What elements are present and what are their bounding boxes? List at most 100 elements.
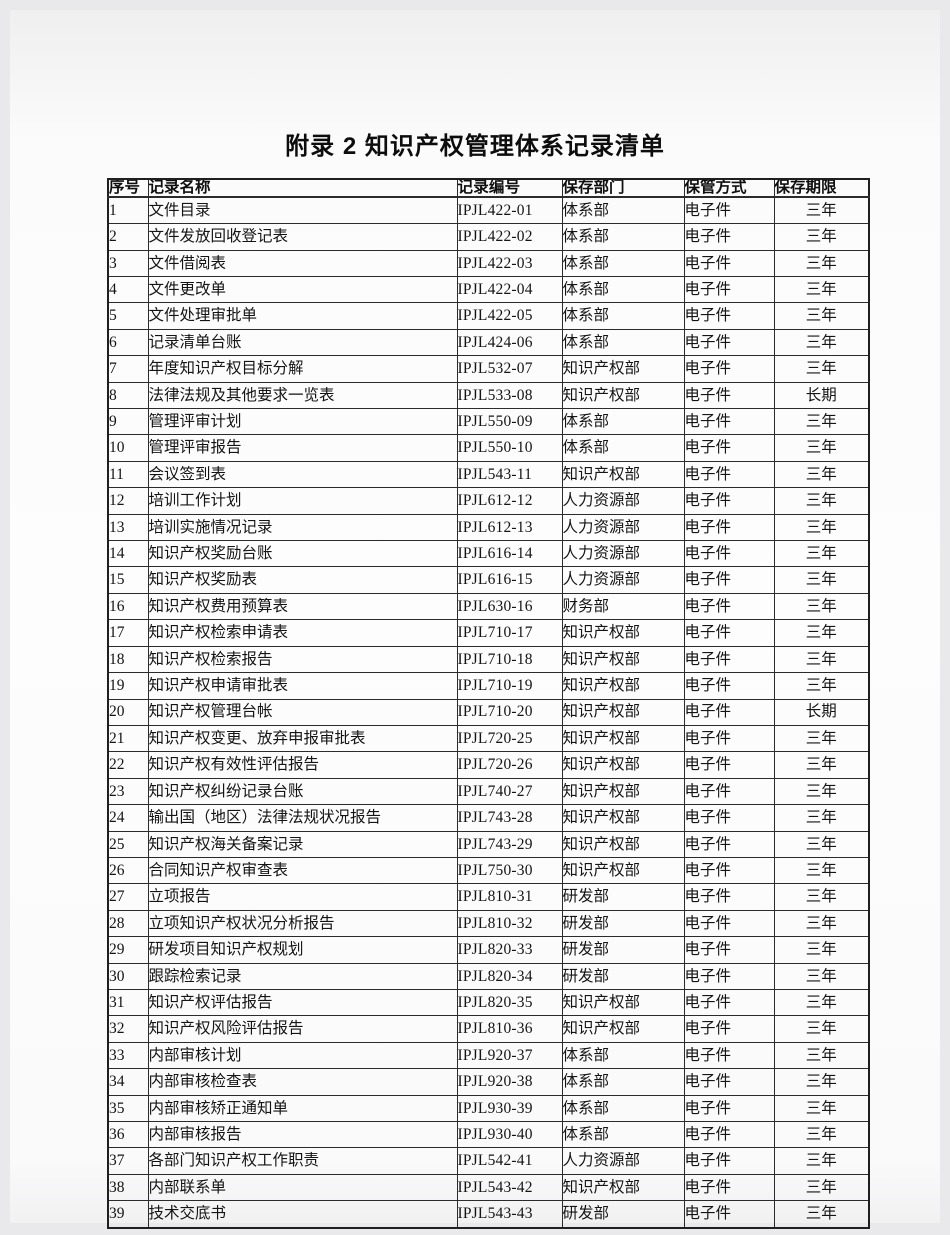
table-header: 序号 记录名称 记录编号 保存部门 保管方式 保存期限 [107, 178, 870, 198]
cell-record-name: 内部审核计划 [147, 1041, 458, 1070]
cell-serial-number: 6 [107, 328, 149, 357]
cell-record-name: 文件发放回收登记表 [147, 223, 458, 251]
cell-serial-number: 32 [107, 1015, 149, 1043]
cell-record-code: IPJL810-32 [456, 909, 563, 938]
cell-keeping-dept: 人力资源部 [561, 1147, 685, 1175]
table-row: 3 文件借阅表 IPJL422-03 体系部 电子件 三年 [107, 249, 870, 278]
cell-serial-number: 20 [107, 698, 149, 726]
cell-record-code: IPJL550-09 [456, 408, 563, 436]
cell-storage-method: 电子件 [683, 962, 775, 990]
cell-record-name: 年度知识产权目标分解 [147, 355, 458, 383]
cell-keeping-dept: 体系部 [561, 249, 685, 278]
table-row: 36 内部审核报告 IPJL930-40 体系部 电子件 三年 [107, 1121, 870, 1149]
cell-keeping-dept: 体系部 [561, 223, 685, 251]
cell-record-code: IPJL720-26 [456, 751, 563, 779]
cell-storage-method: 电子件 [683, 988, 775, 1017]
cell-keeping-dept: 人力资源部 [561, 566, 685, 594]
cell-record-code: IPJL930-39 [456, 1094, 563, 1123]
cell-retention-period: 三年 [773, 1200, 870, 1229]
table-row: 6 记录清单台账 IPJL424-06 体系部 电子件 三年 [107, 328, 870, 357]
cell-serial-number: 26 [107, 856, 149, 885]
cell-serial-number: 11 [107, 460, 149, 489]
cell-serial-number: 12 [107, 487, 149, 515]
cell-storage-method: 电子件 [683, 1068, 775, 1096]
cell-retention-period: 三年 [773, 883, 870, 911]
cell-storage-method: 电子件 [683, 328, 775, 357]
cell-retention-period: 三年 [773, 276, 870, 304]
cell-record-name: 文件更改单 [147, 276, 458, 304]
header-record-name: 记录名称 [147, 178, 458, 198]
cell-record-name: 知识产权检索报告 [147, 645, 458, 674]
cell-storage-method: 电子件 [683, 460, 775, 489]
table-row: 17 知识产权检索申请表 IPJL710-17 知识产权部 电子件 三年 [107, 619, 870, 647]
table-row: 16 知识产权费用预算表 IPJL630-16 财务部 电子件 三年 [107, 592, 870, 621]
cell-keeping-dept: 研发部 [561, 962, 685, 990]
cell-keeping-dept: 知识产权部 [561, 830, 685, 858]
cell-storage-method: 电子件 [683, 698, 775, 726]
cell-record-name: 合同知识产权审查表 [147, 856, 458, 885]
table-row: 25 知识产权海关备案记录 IPJL743-29 知识产权部 电子件 三年 [107, 830, 870, 858]
cell-record-name: 管理评审计划 [147, 408, 458, 436]
cell-keeping-dept: 知识产权部 [561, 804, 685, 832]
cell-keeping-dept: 体系部 [561, 408, 685, 436]
cell-storage-method: 电子件 [683, 672, 775, 700]
cell-record-code: IPJL616-15 [456, 566, 563, 594]
cell-keeping-dept: 知识产权部 [561, 856, 685, 885]
cell-record-code: IPJL820-35 [456, 988, 563, 1017]
table-row: 38 内部联系单 IPJL543-42 知识产权部 电子件 三年 [107, 1173, 870, 1202]
header-row: 序号 记录名称 记录编号 保存部门 保管方式 保存期限 [107, 178, 870, 198]
cell-serial-number: 30 [107, 962, 149, 990]
cell-keeping-dept: 知识产权部 [561, 698, 685, 726]
cell-retention-period: 三年 [773, 223, 870, 251]
cell-record-code: IPJL612-13 [456, 513, 563, 542]
cell-record-code: IPJL532-07 [456, 355, 563, 383]
table-row: 5 文件处理审批单 IPJL422-05 体系部 电子件 三年 [107, 302, 870, 330]
cell-record-name: 法律法规及其他要求一览表 [147, 381, 458, 410]
cell-serial-number: 31 [107, 988, 149, 1017]
cell-storage-method: 电子件 [683, 355, 775, 383]
cell-storage-method: 电子件 [683, 751, 775, 779]
cell-serial-number: 34 [107, 1068, 149, 1096]
table-row: 12 培训工作计划 IPJL612-12 人力资源部 电子件 三年 [107, 487, 870, 515]
cell-keeping-dept: 知识产权部 [561, 988, 685, 1017]
cell-storage-method: 电子件 [683, 883, 775, 911]
cell-record-code: IPJL743-29 [456, 830, 563, 858]
table-row: 19 知识产权申请审批表 IPJL710-19 知识产权部 电子件 三年 [107, 672, 870, 700]
cell-serial-number: 14 [107, 540, 149, 568]
table-row: 20 知识产权管理台帐 IPJL710-20 知识产权部 电子件 长期 [107, 698, 870, 726]
cell-serial-number: 4 [107, 276, 149, 304]
cell-record-code: IPJL543-42 [456, 1173, 563, 1202]
cell-retention-period: 三年 [773, 513, 870, 542]
cell-retention-period: 三年 [773, 566, 870, 594]
cell-record-name: 输出国（地区）法律法规状况报告 [147, 804, 458, 832]
cell-record-name: 知识产权变更、放弃申报审批表 [147, 724, 458, 753]
cell-serial-number: 27 [107, 883, 149, 911]
cell-storage-method: 电子件 [683, 1173, 775, 1202]
cell-record-code: IPJL820-33 [456, 936, 563, 964]
cell-record-name: 内部审核矫正通知单 [147, 1094, 458, 1123]
cell-storage-method: 电子件 [683, 381, 775, 410]
cell-serial-number: 17 [107, 619, 149, 647]
cell-record-name: 研发项目知识产权规划 [147, 936, 458, 964]
cell-record-code: IPJL543-43 [456, 1200, 563, 1229]
table-row: 9 管理评审计划 IPJL550-09 体系部 电子件 三年 [107, 408, 870, 436]
cell-keeping-dept: 知识产权部 [561, 1015, 685, 1043]
table-row: 29 研发项目知识产权规划 IPJL820-33 研发部 电子件 三年 [107, 936, 870, 964]
cell-record-code: IPJL616-14 [456, 540, 563, 568]
table-row: 28 立项知识产权状况分析报告 IPJL810-32 研发部 电子件 三年 [107, 909, 870, 938]
cell-record-code: IPJL543-11 [456, 460, 563, 489]
cell-record-name: 内部审核报告 [147, 1121, 458, 1149]
cell-storage-method: 电子件 [683, 1041, 775, 1070]
cell-storage-method: 电子件 [683, 249, 775, 278]
cell-keeping-dept: 研发部 [561, 1200, 685, 1229]
cell-serial-number: 15 [107, 566, 149, 594]
cell-storage-method: 电子件 [683, 856, 775, 885]
table-row: 37 各部门知识产权工作职责 IPJL542-41 人力资源部 电子件 三年 [107, 1147, 870, 1175]
cell-keeping-dept: 知识产权部 [561, 1173, 685, 1202]
cell-keeping-dept: 体系部 [561, 302, 685, 330]
cell-retention-period: 三年 [773, 751, 870, 779]
cell-serial-number: 2 [107, 223, 149, 251]
cell-record-name: 知识产权费用预算表 [147, 592, 458, 621]
cell-serial-number: 25 [107, 830, 149, 858]
